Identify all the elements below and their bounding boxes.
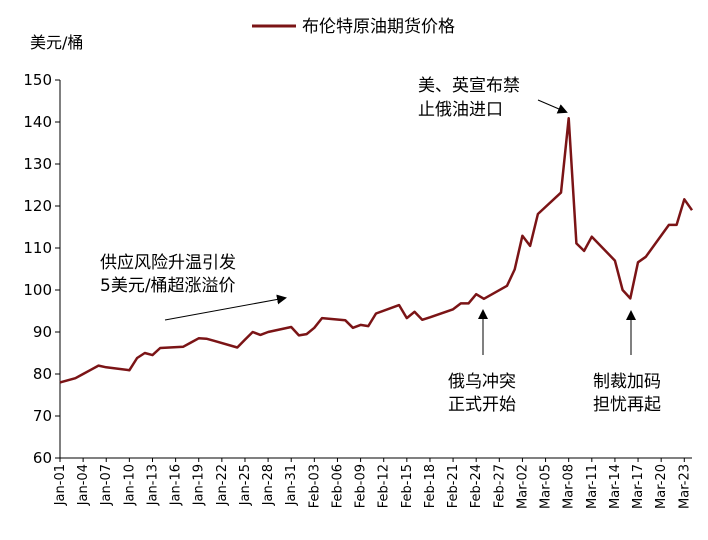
legend-label: 布伦特原油期货价格 [302, 17, 455, 37]
y-tick-label: 70 [33, 407, 52, 425]
legend: 布伦特原油期货价格 [252, 17, 455, 37]
y-tick-label: 110 [23, 239, 52, 257]
x-tick-label: Jan-13 [145, 464, 160, 506]
x-tick-label: Feb-09 [354, 464, 369, 508]
x-tick-label: Feb-12 [377, 464, 392, 508]
y-tick-label: 90 [33, 323, 52, 341]
x-tick-label: Jan-19 [192, 464, 207, 506]
y-tick-label: 80 [33, 365, 52, 383]
x-tick-label: Feb-27 [492, 464, 507, 508]
annotation-us-uk-ban-line2: 止俄油进口 [418, 100, 503, 120]
x-tick-label: Jan-01 [53, 464, 68, 506]
x-tick-label: Mar-02 [515, 464, 530, 509]
y-tick-label: 100 [23, 281, 52, 299]
x-tick-label: Jan-22 [215, 464, 230, 506]
annotation-us-uk-ban: 美、英宣布禁 止俄油进口 [418, 76, 568, 120]
x-tick-label: Feb-15 [400, 464, 415, 508]
x-tick-label: Jan-31 [284, 464, 299, 506]
x-tick-label: Mar-20 [654, 464, 669, 509]
x-tick-label: Mar-05 [539, 464, 554, 509]
x-tick-label: Feb-24 [469, 464, 484, 508]
x-tick-label: Mar-17 [631, 464, 646, 509]
annotation-war-start-line1: 俄乌冲突 [448, 372, 516, 392]
y-ticks: 60 70 80 90 100 110 120 130 140 150 [23, 71, 60, 467]
x-tick-label: Jan-04 [76, 464, 91, 506]
y-unit-label: 美元/桶 [30, 33, 83, 52]
annotation-war-start-line2: 正式开始 [448, 395, 516, 415]
x-tick-label: Feb-21 [446, 464, 461, 508]
x-tick-label: Feb-03 [307, 464, 322, 508]
annotation-war-start: 俄乌冲突 正式开始 [448, 309, 516, 415]
x-tick-label: Feb-18 [423, 464, 438, 508]
x-tick-label: Mar-23 [677, 464, 692, 509]
x-tick-label: Feb-06 [330, 464, 345, 508]
annotation-sanctions-line2: 担忧再起 [593, 395, 661, 415]
annotation-sanctions-line1: 制裁加码 [593, 372, 661, 392]
annotation-sanctions: 制裁加码 担忧再起 [593, 310, 661, 415]
x-tick-label: Mar-14 [608, 464, 623, 509]
annotation-supply-risk-arrow [164, 294, 287, 321]
x-ticks: Jan-01 Jan-04 Jan-07 Jan-10 Jan-13 Jan-16 Jan-… [53, 458, 692, 509]
x-tick-label: Mar-11 [585, 464, 600, 509]
annotation-us-uk-ban-arrow [537, 99, 568, 114]
y-tick-label: 150 [23, 71, 52, 89]
annotation-supply-risk-line1: 供应风险升温引发 [100, 253, 236, 273]
annotation-supply-risk: 供应风险升温引发 5美元/桶超涨溢价 [100, 253, 287, 321]
y-tick-label: 120 [23, 197, 52, 215]
x-tick-label: Jan-07 [99, 464, 114, 506]
x-tick-label: Jan-25 [238, 464, 253, 506]
series-line-brent [59, 116, 694, 384]
x-tick-label: Jan-28 [261, 464, 276, 506]
y-tick-label: 140 [23, 113, 52, 131]
y-tick-label: 130 [23, 155, 52, 173]
annotation-supply-risk-line2: 5美元/桶超涨溢价 [100, 276, 236, 296]
x-tick-label: Jan-16 [169, 464, 184, 506]
x-tick-label: Jan-10 [122, 464, 137, 506]
y-tick-label: 60 [33, 449, 52, 467]
x-tick-label: Mar-08 [562, 464, 577, 509]
annotation-us-uk-ban-line1: 美、英宣布禁 [418, 76, 520, 96]
